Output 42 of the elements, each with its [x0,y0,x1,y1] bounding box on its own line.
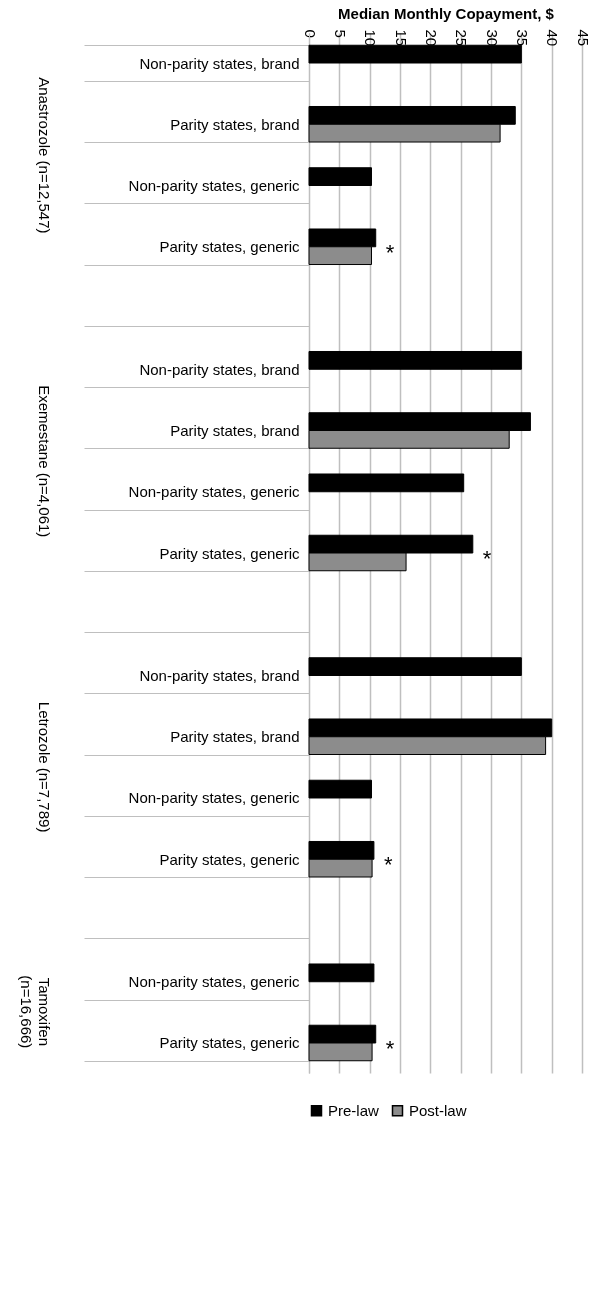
y-tick-label: Parity states, generic [159,238,300,256]
annotation: * [383,852,393,878]
bar [308,44,522,64]
text: Anastrozole (n=12,547) [36,77,53,234]
x-tick-label: 10 [362,29,380,47]
y-tick-label: Non-parity states, brand [139,667,300,684]
y-tick-label: Non-parity states, generic [128,973,300,991]
y-tick-label: Parity states, brand [170,728,300,746]
y-tick-label: Non-parity states, generic [128,483,300,501]
annotation: * [385,1035,395,1061]
y-tick-label: Parity states, generic [159,1034,300,1052]
x-tick-label: 0 [301,29,319,38]
y-tick-label: Non-parity states, brand [139,54,300,72]
bar [308,473,465,493]
y-tick-label: Non-parity states, generic [128,789,300,807]
x-tick-label: 20 [422,29,440,47]
x-tick-label: 25 [453,29,471,47]
y-tick-label: Non-parity states, brand [139,360,300,378]
annotation: * [385,239,395,265]
y-tick-label: Non-parity states, generic [128,177,300,195]
bar [308,657,522,676]
x-tick-label: 45 [574,29,592,47]
text: Letrozole (n=7,789) [36,701,53,833]
legend-label: Pre-law [328,1101,380,1119]
legend-label: Post-law [409,1101,467,1119]
x-tick-label: 35 [513,29,531,47]
x-tick-label: 15 [392,29,410,47]
y-tick-label: Parity states, brand [170,422,300,439]
bar [308,350,522,370]
bar [308,963,375,983]
y-tick-label: Parity states, generic [159,850,300,868]
x-tick-label: 5 [331,29,349,38]
bar [308,167,372,187]
x-tick-label: 40 [544,29,562,47]
bar [308,779,372,799]
x-axis-title: Median Monthly Copayment, $ [338,4,555,22]
text: Tamoxifen (n=16,666) [18,975,53,1049]
x-tick-label: 30 [483,29,501,47]
y-tick-label: Parity states, brand [170,115,300,133]
y-tick-label: Parity states, generic [159,544,300,562]
annotation: * [482,546,492,571]
text: Exemestane (n=4,061) [36,385,53,538]
